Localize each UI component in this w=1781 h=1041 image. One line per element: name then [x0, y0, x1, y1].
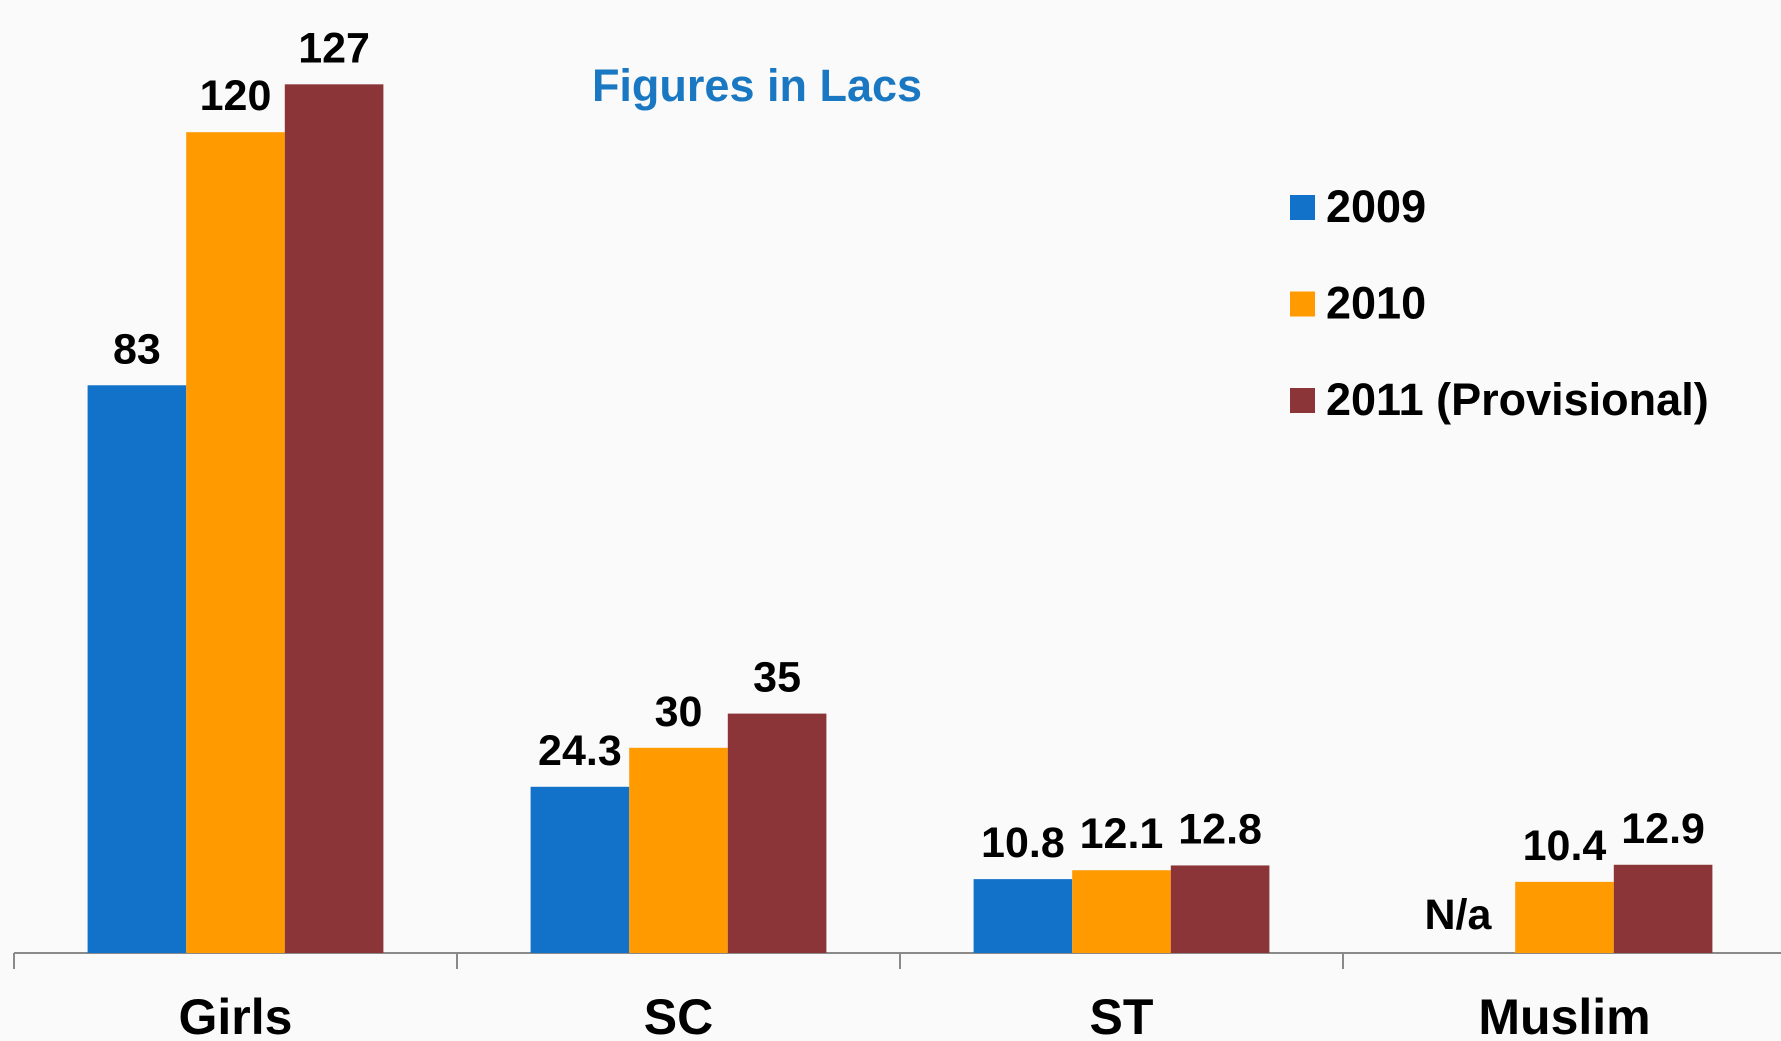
- legend-swatch: [1290, 291, 1315, 317]
- bar: [1515, 881, 1614, 953]
- data-label: 10.4: [1523, 822, 1607, 870]
- bar: [629, 747, 728, 953]
- data-label: 12.1: [1080, 810, 1164, 858]
- bar: [1170, 865, 1270, 953]
- legend-label: 2009: [1326, 181, 1426, 232]
- data-label: 35: [753, 654, 801, 702]
- data-label: 120: [200, 72, 272, 120]
- data-label: 24.3: [538, 727, 622, 775]
- bar: [530, 786, 630, 953]
- x-tick-label: ST: [1090, 989, 1154, 1041]
- bar: [973, 879, 1073, 953]
- legend-swatch: [1290, 388, 1315, 413]
- bar: [186, 132, 285, 953]
- legend-swatch: [1290, 195, 1315, 220]
- data-label: 10.8: [981, 819, 1065, 867]
- data-label: 83: [113, 325, 161, 373]
- bar: [1613, 864, 1713, 953]
- data-label: 12.8: [1178, 805, 1262, 853]
- x-tick-label: SC: [644, 989, 713, 1041]
- bar: [87, 385, 187, 953]
- bar: [1072, 870, 1171, 953]
- bar: [284, 84, 384, 953]
- data-label: N/a: [1424, 891, 1492, 939]
- x-tick-label: Girls: [179, 989, 293, 1041]
- bar: [727, 713, 827, 953]
- legend-label: 2011 (Provisional): [1326, 374, 1709, 425]
- chart-subtitle: Figures in Lacs: [592, 60, 922, 111]
- legend-label: 2010: [1326, 278, 1426, 329]
- x-tick-label: Muslim: [1478, 989, 1650, 1041]
- data-label: 30: [655, 688, 703, 736]
- data-label: 12.9: [1621, 805, 1705, 853]
- data-label: 127: [298, 24, 370, 72]
